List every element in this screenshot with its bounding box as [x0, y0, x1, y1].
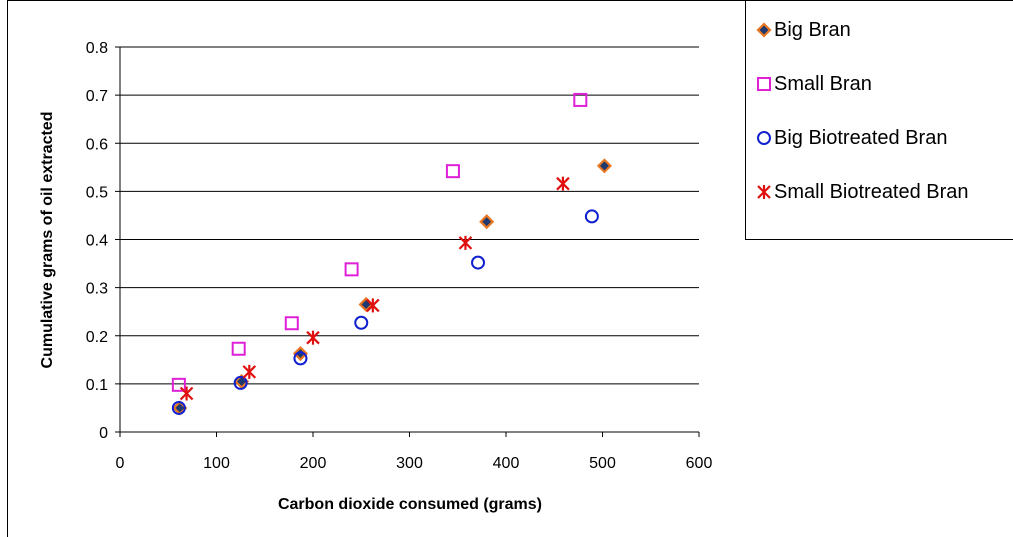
- data-point-small-bran: [573, 92, 588, 107]
- y-axis-title: Cumulative grams of oil extracted: [39, 112, 56, 369]
- data-point-small-bran: [344, 262, 359, 277]
- data-point-small-biotreated-bran: [179, 386, 194, 401]
- y-tick-label: 0.4: [86, 233, 108, 250]
- x-tick-label: 300: [396, 455, 423, 472]
- chart-area: [7, 0, 1013, 537]
- y-tick-label: 0.8: [86, 40, 108, 57]
- legend-label: Small Bran: [774, 73, 872, 95]
- y-tick-label: 0.2: [86, 329, 108, 346]
- data-point-small-bran: [445, 164, 460, 179]
- gridlines: [120, 46, 699, 385]
- data-markers: [171, 92, 612, 416]
- x-tick-label: 600: [686, 455, 713, 472]
- data-point-small-biotreated-bran: [458, 235, 473, 250]
- data-point-small-bran: [284, 316, 299, 331]
- y-tick-label: 0.5: [86, 184, 108, 201]
- legend-label: Small Biotreated Bran: [774, 181, 969, 203]
- data-point-big-biotreated-bran: [584, 209, 599, 224]
- axes: 0 0.1 0.2 0.3 0.4 0.5 0.6 0.7 0.8 0 100 200 300 400 50…: [86, 40, 713, 472]
- diamond-marker-icon: [756, 22, 772, 38]
- y-tick-label: 0.7: [86, 88, 108, 105]
- data-point-big-biotreated-bran: [354, 315, 369, 330]
- y-tick-label: 0.6: [86, 136, 108, 153]
- legend-item-big-biotreated-bran: Big Biotreated Bran: [754, 126, 947, 150]
- asterisk-marker-icon: [757, 185, 771, 199]
- circle-marker-icon: [757, 131, 771, 145]
- x-tick-label: 0: [116, 455, 125, 472]
- data-point-small-biotreated-bran: [306, 330, 320, 345]
- square-marker-icon: [757, 77, 771, 91]
- data-point-small-biotreated-bran: [242, 364, 257, 379]
- legend: Big Bran Small Bran Big Biotreated Bran …: [745, 0, 1013, 240]
- data-point-small-bran: [171, 377, 186, 392]
- data-point-big-biotreated-bran: [233, 375, 248, 390]
- y-tick-label: 0.1: [86, 377, 108, 394]
- x-tick-label: 100: [203, 455, 230, 472]
- y-tick-label: 0.3: [86, 281, 108, 298]
- data-point-small-biotreated-bran: [556, 176, 570, 191]
- legend-label: Big Biotreated Bran: [774, 127, 948, 149]
- legend-item-small-bran: Small Bran: [754, 72, 872, 96]
- legend-label: Big Bran: [774, 19, 851, 41]
- x-tick-label: 500: [589, 455, 616, 472]
- x-tick-label: 400: [493, 455, 520, 472]
- legend-item-small-biotreated-bran: Small Biotreated Bran: [754, 180, 974, 204]
- data-point-big-bran: [479, 214, 495, 230]
- data-point-big-biotreated-bran: [471, 255, 486, 270]
- legend-item-big-bran: Big Bran: [754, 18, 851, 42]
- x-axis-title: Carbon dioxide consumed (grams): [278, 496, 542, 513]
- x-tick-label: 200: [300, 455, 327, 472]
- data-point-small-bran: [231, 341, 246, 356]
- data-point-big-biotreated-bran: [293, 351, 308, 366]
- data-point-big-biotreated-bran: [171, 400, 186, 415]
- y-tick-label: 0: [99, 425, 108, 442]
- data-point-big-bran: [596, 158, 612, 174]
- data-point-small-biotreated-bran: [366, 298, 380, 313]
- data-point-big-bran: [292, 346, 309, 362]
